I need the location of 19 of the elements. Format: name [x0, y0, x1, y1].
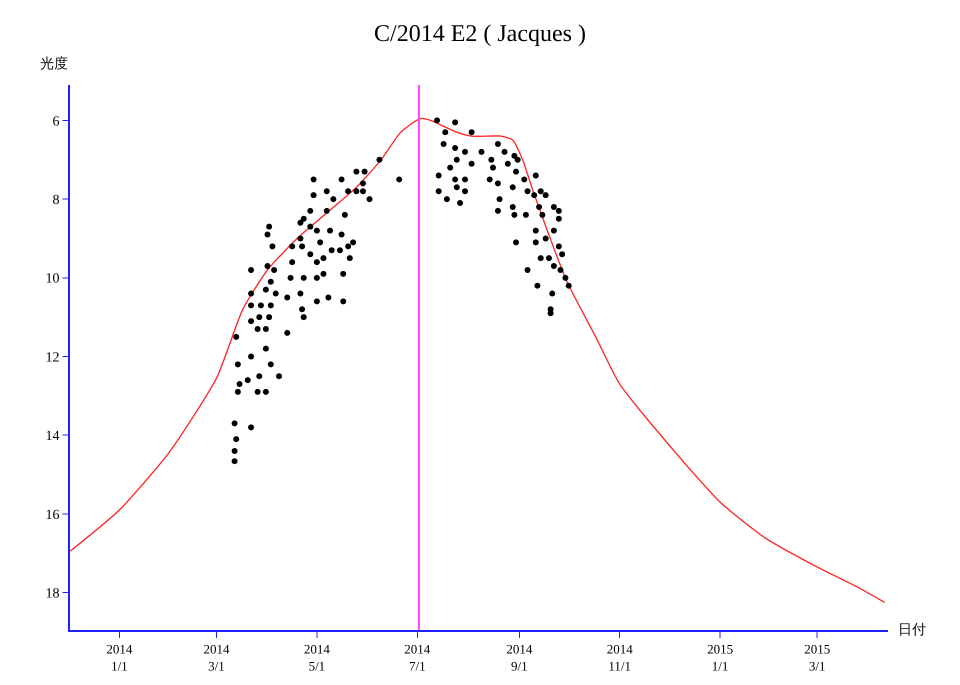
x-tick-label: 2014 1/1 [106, 641, 133, 674]
x-tick-label: 2014 5/1 [304, 641, 330, 674]
x-tick-label: 2015 3/1 [804, 641, 830, 674]
x-tick-label: 2014 9/1 [506, 641, 533, 674]
x-axis-title: 日付 [898, 622, 926, 638]
y-tick-label: 16 [45, 508, 60, 523]
x-tick-label: 2014 11/1 [606, 641, 634, 674]
y-axis-title: 光度 [40, 56, 68, 72]
x-tick-label: 2014 3/1 [203, 641, 230, 674]
y-tick-label: 14 [45, 429, 60, 444]
x-tick-label: 2014 7/1 [404, 641, 431, 674]
y-tick-label: 12 [45, 350, 60, 366]
y-tick-label: 18 [45, 586, 60, 602]
chart-title: C/2014 E2 ( Jacques ) [374, 20, 586, 47]
y-tick-label: 6 [52, 114, 60, 130]
line-series [70, 118, 886, 604]
y-tick-label: 10 [45, 272, 60, 287]
y-tick-label: 8 [52, 193, 60, 208]
x-tick-label: 2015 1/1 [707, 641, 734, 674]
